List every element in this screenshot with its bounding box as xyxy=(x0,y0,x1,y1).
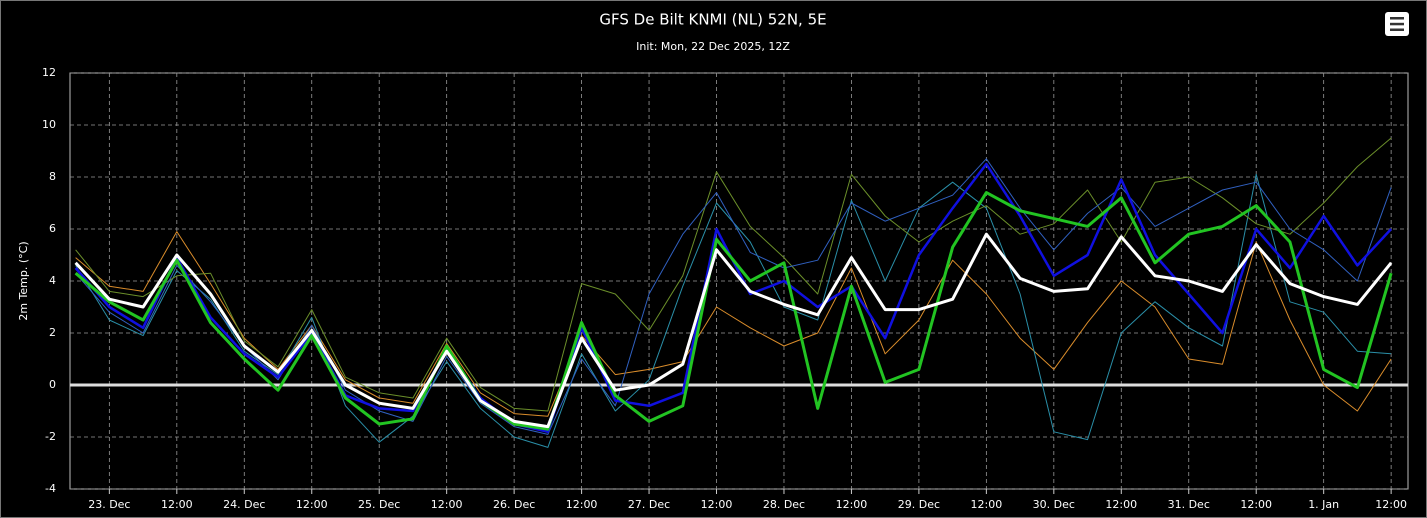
y-tick-label: 8 xyxy=(49,170,56,183)
x-tick-label: 12:00 xyxy=(566,498,598,511)
series-line xyxy=(74,232,1393,429)
x-tick-label: 26. Dec xyxy=(493,498,535,511)
x-tick-label: 12:00 xyxy=(296,498,328,511)
y-tick-label: 4 xyxy=(49,274,56,287)
y-tick-label: 10 xyxy=(42,118,56,131)
series-line xyxy=(74,191,1393,431)
y-tick-label: 0 xyxy=(49,378,56,391)
x-tick-label: 25. Dec xyxy=(358,498,400,511)
chart-title: GFS De Bilt KNMI (NL) 52N, 5E xyxy=(599,11,826,29)
x-tick-label: 12:00 xyxy=(1240,498,1272,511)
y-tick-label: 2 xyxy=(49,326,56,339)
x-tick-label: 12:00 xyxy=(836,498,868,511)
y-tick-label: 12 xyxy=(42,66,56,79)
series-line xyxy=(75,137,1392,412)
x-tick-label: 12:00 xyxy=(1375,498,1407,511)
x-tick-label: 24. Dec xyxy=(223,498,265,511)
y-tick-label: 6 xyxy=(49,222,56,235)
chart-subtitle: Init: Mon, 22 Dec 2025, 12Z xyxy=(636,40,790,53)
y-tick-label: -4 xyxy=(45,482,56,495)
x-tick-label: 12:00 xyxy=(701,498,733,511)
x-tick-label: 31. Dec xyxy=(1168,498,1210,511)
series-line xyxy=(75,231,1392,417)
x-tick-label: 28. Dec xyxy=(763,498,805,511)
y-tick-label: -2 xyxy=(45,430,56,443)
x-tick-label: 12:00 xyxy=(431,498,463,511)
x-tick-label: 27. Dec xyxy=(628,498,670,511)
x-tick-label: 23. Dec xyxy=(88,498,130,511)
x-tick-label: 29. Dec xyxy=(898,498,940,511)
x-tick-label: 12:00 xyxy=(971,498,1003,511)
x-tick-label: 12:00 xyxy=(1105,498,1137,511)
x-tick-label: 1. Jan xyxy=(1308,498,1339,511)
x-tick-label: 30. Dec xyxy=(1033,498,1075,511)
x-tick-label: 12:00 xyxy=(161,498,193,511)
y-axis-label: 2m Temp. (°C) xyxy=(17,241,30,320)
menu-button[interactable] xyxy=(1385,12,1409,36)
